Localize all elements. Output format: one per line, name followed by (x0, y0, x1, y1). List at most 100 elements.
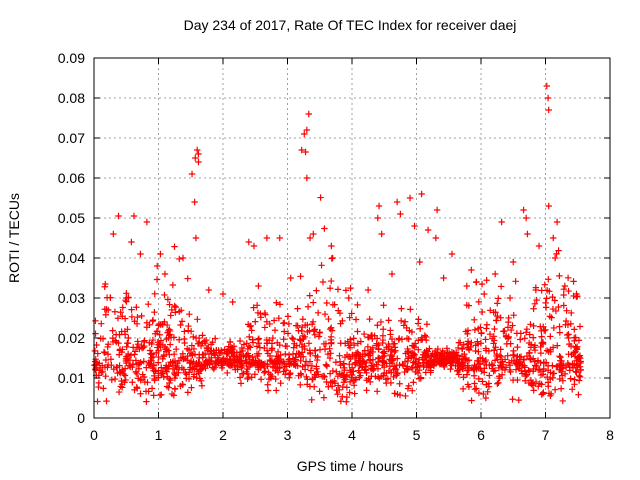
data-point (156, 331, 163, 338)
data-point (421, 332, 429, 339)
data-point (245, 363, 253, 371)
data-point (326, 354, 334, 362)
data-point (414, 320, 422, 327)
data-point (550, 234, 557, 242)
data-point (209, 364, 216, 371)
data-point (306, 349, 314, 357)
data-point (553, 250, 560, 258)
data-point (199, 351, 206, 358)
data-point (189, 352, 196, 359)
data-point (454, 360, 461, 367)
data-point (336, 370, 344, 377)
data-point (172, 346, 180, 353)
data-point (98, 369, 105, 376)
data-point (268, 356, 276, 364)
data-point (544, 362, 552, 370)
data-point (452, 353, 459, 360)
data-point (116, 368, 123, 376)
data-point (390, 373, 397, 381)
data-point (178, 318, 186, 325)
data-point (113, 363, 121, 371)
data-point (415, 337, 422, 344)
data-point (504, 335, 512, 342)
data-point (577, 366, 584, 374)
data-point (415, 356, 423, 363)
data-point (195, 370, 203, 377)
data-point (133, 344, 141, 351)
data-point (153, 349, 160, 357)
data-point (92, 330, 99, 337)
data-point (328, 255, 335, 262)
data-point (321, 310, 329, 318)
data-point (116, 351, 123, 358)
y-axis-label: ROTI / TECUs (6, 193, 22, 283)
data-point (304, 328, 311, 336)
data-point (352, 316, 360, 323)
data-point (98, 320, 105, 327)
data-point (325, 383, 332, 390)
data-point (352, 376, 360, 383)
data-point (521, 364, 528, 371)
data-point (526, 349, 533, 356)
data-point (491, 367, 499, 374)
data-point (240, 341, 248, 348)
data-point (268, 346, 275, 354)
data-point (448, 362, 455, 369)
data-point (531, 362, 539, 369)
data-point (494, 380, 501, 387)
data-point (151, 290, 158, 298)
data-point (538, 381, 545, 388)
data-point (544, 373, 551, 381)
data-point (354, 301, 361, 309)
data-point (260, 361, 267, 368)
data-point (276, 301, 284, 308)
data-point (272, 364, 279, 372)
data-point (550, 324, 558, 332)
data-point (273, 299, 280, 306)
data-point (135, 375, 142, 382)
data-point (327, 325, 334, 333)
data-point (525, 367, 532, 374)
data-point (272, 375, 279, 383)
data-point (538, 333, 545, 340)
data-point (190, 345, 198, 353)
data-point (169, 281, 177, 289)
data-point (570, 349, 577, 357)
data-point (297, 273, 304, 280)
data-point (226, 338, 234, 346)
data-point (408, 364, 415, 372)
data-point (363, 377, 370, 384)
data-points (91, 82, 585, 405)
data-point (95, 379, 103, 387)
data-point (540, 359, 548, 366)
data-point (151, 368, 159, 375)
data-point (484, 388, 491, 396)
data-point (289, 335, 297, 343)
data-point (261, 364, 268, 372)
data-point (101, 306, 109, 313)
data-point (282, 363, 290, 370)
data-point (407, 306, 414, 313)
data-point (124, 340, 131, 347)
data-point (148, 340, 155, 348)
data-point (146, 347, 154, 354)
data-point (416, 366, 423, 374)
data-point (282, 350, 289, 358)
data-point (147, 362, 155, 370)
data-point (549, 293, 556, 301)
data-point (117, 369, 124, 377)
data-point (104, 343, 111, 351)
x-tick-label: 4 (348, 427, 356, 443)
data-point (214, 354, 221, 361)
data-point (151, 375, 158, 382)
data-point (478, 330, 485, 337)
data-point (171, 302, 178, 310)
data-point (410, 379, 417, 386)
data-point (252, 357, 259, 364)
data-point (517, 336, 524, 343)
data-point (380, 302, 387, 309)
data-point (151, 308, 158, 316)
data-point (257, 314, 265, 321)
data-point (263, 234, 271, 242)
